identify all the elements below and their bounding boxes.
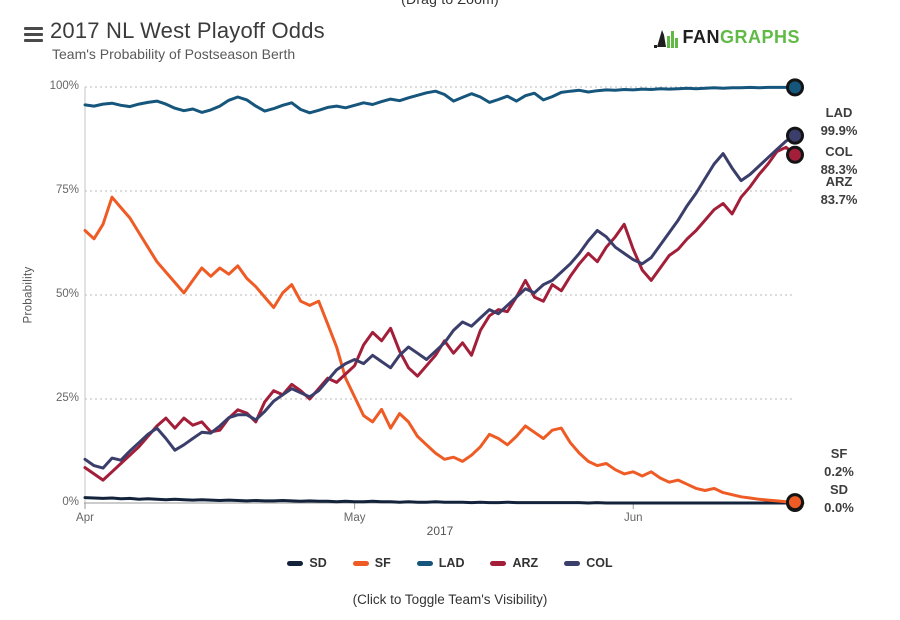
end-label-pct-COL: 88.3% (820, 161, 858, 177)
series-endpoint-LAD[interactable] (786, 78, 804, 97)
end-label-pct-LAD: 99.9% (820, 123, 858, 139)
toggle-visibility-hint: (Click to Toggle Team's Visibility) (352, 592, 548, 607)
legend-item-COL[interactable]: COL (564, 556, 613, 570)
chart-subtitle: Team's Probability of Postseason Berth (52, 46, 296, 62)
end-label-pct-ARZ: 83.7% (820, 191, 858, 207)
legend-item-SF[interactable]: SF (352, 556, 391, 570)
end-label-pct-SF: 0.2% (824, 464, 854, 480)
legend-swatch-ARZ (490, 560, 507, 566)
end-label-team-SF: SF (830, 446, 848, 462)
y-tick-label-0%: 0% (62, 496, 79, 508)
fangraphs-logo: FAN GRAPHS (653, 26, 800, 48)
series-line-SF (83, 195, 797, 504)
legend-item-ARZ[interactable]: ARZ (490, 556, 538, 570)
legend-item-LAD[interactable]: LAD (416, 556, 465, 570)
legend-swatch-LAD (416, 560, 433, 566)
logo-text-fan: FAN (682, 26, 720, 47)
end-label-pct-SD: 0.0% (824, 500, 854, 515)
burger-bar (24, 33, 43, 36)
series-endpoint-ARZ[interactable] (786, 145, 804, 164)
drag-to-zoom-hint: (Drag to Zoom) (0, 0, 900, 7)
x-tick-label-May: May (343, 512, 366, 524)
y-tick-label-75%: 75% (55, 184, 79, 196)
x-tick-label-Jun: Jun (623, 512, 643, 524)
y-tick-label-25%: 25% (55, 392, 79, 404)
series-line-LAD (83, 85, 797, 115)
y-tick-label-50%: 50% (55, 288, 79, 300)
legend-label-COL: COL (586, 556, 613, 570)
logo-text-graphs: GRAPHS (719, 26, 800, 47)
legend-item-SD[interactable]: SD (287, 556, 327, 570)
legend-label-ARZ: ARZ (512, 556, 539, 570)
y-tick-label-100%: 100% (49, 80, 79, 92)
series-line-ARZ (83, 145, 797, 482)
legend-swatch-SF (352, 560, 369, 566)
series-line-COL (83, 134, 797, 470)
y-axis-title: Probability (22, 266, 35, 324)
series-endpoint-COL[interactable] (786, 126, 804, 145)
end-label-team-ARZ: ARZ (825, 173, 853, 189)
end-label-team-LAD: LAD (825, 105, 853, 121)
series-endpoint-SF[interactable] (786, 493, 804, 512)
end-label-team-SD: SD (829, 482, 849, 497)
chart-menu-button[interactable] (24, 27, 43, 45)
legend-swatch-COL (564, 560, 581, 566)
burger-bar (24, 27, 43, 30)
legend-swatch-SD (287, 560, 304, 566)
fangraphs-logo-icon (654, 30, 679, 48)
series-line-SD (83, 496, 797, 505)
x-tick-label-Apr: Apr (76, 512, 94, 524)
chart-title: 2017 NL West Playoff Odds (50, 18, 325, 43)
legend-label-LAD: LAD (438, 556, 465, 570)
chart-legend: SD SF LAD ARZ COL (0, 556, 900, 570)
x-axis-title: 2017 (426, 524, 454, 538)
legend-label-SF: SF (374, 556, 391, 570)
legend-label-SD: SD (309, 556, 327, 570)
burger-bar (24, 39, 43, 42)
end-label-team-COL: COL (825, 143, 853, 159)
